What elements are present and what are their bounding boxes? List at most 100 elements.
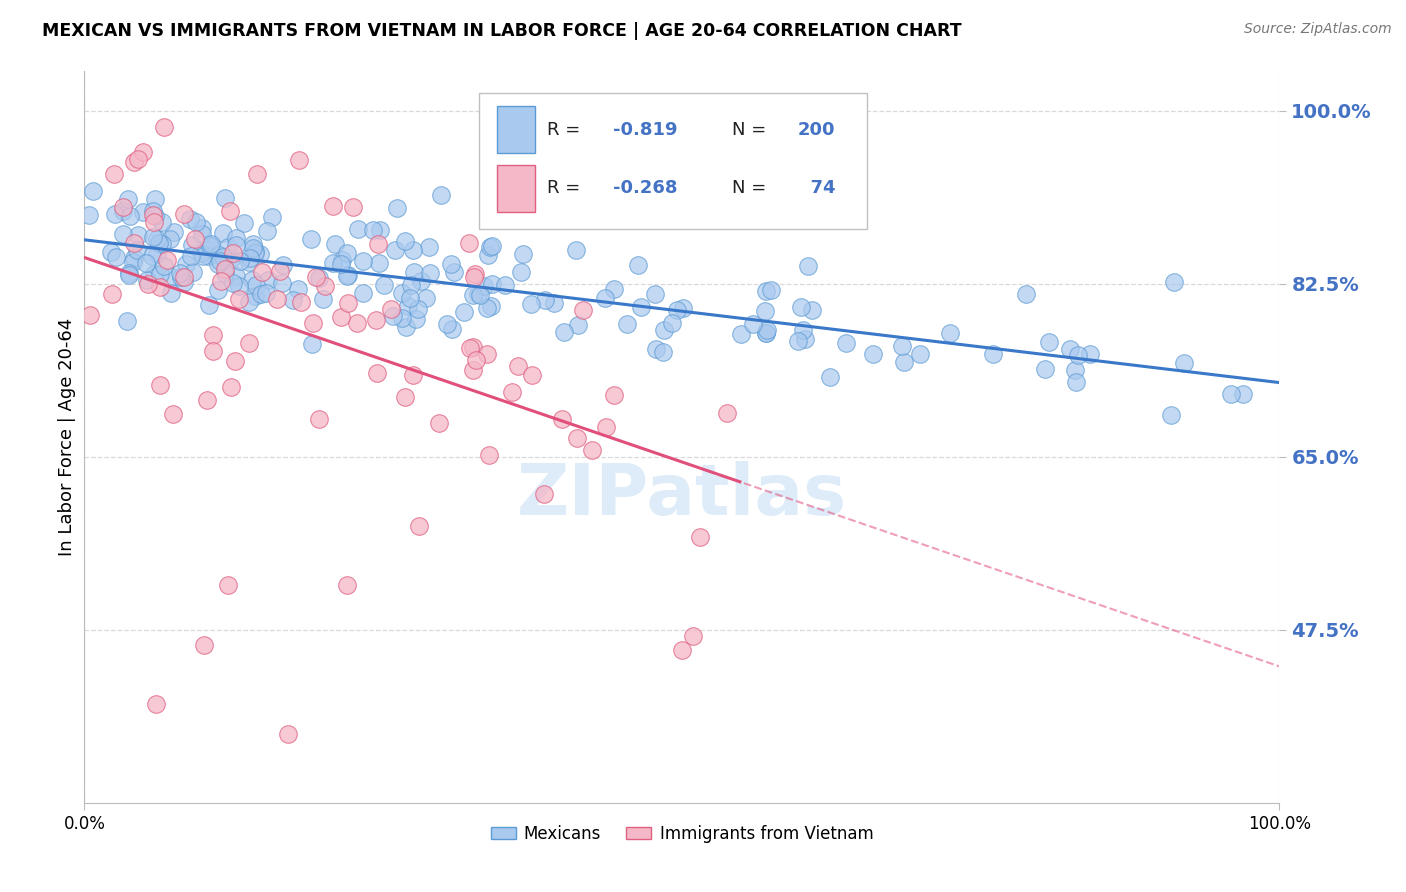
Point: [170, 269, 193, 284]
Point: [212, 226, 235, 240]
Point: [461, 363, 484, 377]
Point: [132, 145, 155, 160]
Point: [225, 230, 247, 244]
Point: [367, 256, 389, 270]
Point: [391, 310, 413, 325]
Point: [593, 291, 616, 305]
Point: [142, 230, 165, 244]
Point: [150, 236, 173, 251]
Point: [149, 267, 172, 281]
Point: [249, 246, 271, 260]
Point: [520, 297, 543, 311]
Point: [173, 207, 195, 221]
Point: [190, 246, 212, 260]
Point: [402, 368, 425, 382]
Point: [891, 339, 914, 353]
Point: [443, 265, 465, 279]
Point: [581, 443, 603, 458]
Point: [118, 268, 141, 282]
Point: [346, 316, 368, 330]
Text: MEXICAN VS IMMIGRANTS FROM VIETNAM IN LABOR FORCE | AGE 20-64 CORRELATION CHART: MEXICAN VS IMMIGRANTS FROM VIETNAM IN LA…: [42, 22, 962, 40]
Point: [142, 267, 165, 281]
Point: [225, 269, 247, 284]
Text: -0.268: -0.268: [613, 179, 678, 197]
Point: [408, 519, 430, 533]
Point: [479, 240, 502, 254]
Point: [464, 267, 486, 281]
Point: [221, 276, 243, 290]
Point: [477, 247, 499, 261]
Point: [461, 340, 484, 354]
Point: [224, 354, 246, 368]
Point: [246, 167, 269, 181]
Point: [322, 256, 344, 270]
Point: [103, 167, 125, 181]
Point: [336, 268, 359, 282]
Point: [330, 257, 353, 271]
Point: [1078, 347, 1101, 361]
Point: [672, 301, 695, 315]
Point: [290, 294, 312, 309]
Point: [250, 286, 273, 301]
Point: [219, 380, 242, 394]
Point: [981, 347, 1004, 361]
Point: [682, 629, 704, 643]
Point: [219, 204, 242, 219]
Point: [427, 416, 450, 430]
Point: [184, 214, 207, 228]
Point: [475, 301, 498, 316]
Point: [277, 726, 299, 740]
Legend: Mexicans, Immigrants from Vietnam: Mexicans, Immigrants from Vietnam: [484, 818, 880, 849]
Point: [467, 287, 489, 301]
Point: [652, 323, 675, 337]
Point: [160, 270, 183, 285]
Point: [242, 241, 264, 255]
Point: [239, 251, 262, 265]
Point: [1063, 363, 1085, 377]
Point: [595, 420, 617, 434]
Point: [1163, 275, 1185, 289]
Point: [790, 300, 813, 314]
Point: [509, 264, 531, 278]
Point: [336, 296, 359, 310]
Point: [336, 578, 359, 592]
Point: [238, 294, 260, 309]
Point: [910, 347, 932, 361]
Point: [367, 236, 389, 251]
Point: [212, 250, 235, 264]
Point: [207, 283, 229, 297]
Point: [603, 388, 626, 402]
Point: [366, 366, 388, 380]
Point: [209, 274, 232, 288]
Point: [77, 208, 100, 222]
Point: [287, 282, 309, 296]
Point: [148, 236, 170, 251]
Point: [200, 236, 222, 251]
Point: [730, 326, 752, 341]
Point: [208, 248, 231, 262]
Point: [135, 256, 157, 270]
Point: [240, 273, 263, 287]
Point: [125, 243, 148, 257]
Point: [395, 320, 418, 334]
Point: [169, 266, 191, 280]
Point: [181, 265, 204, 279]
Point: [1015, 287, 1038, 301]
Point: [214, 258, 236, 272]
Point: [652, 345, 675, 359]
Point: [136, 273, 159, 287]
Point: [79, 308, 101, 322]
Point: [818, 370, 841, 384]
Point: [567, 432, 589, 446]
Point: [314, 279, 336, 293]
Point: [122, 254, 145, 268]
Point: [366, 313, 388, 327]
Point: [741, 317, 763, 331]
Point: [136, 277, 159, 292]
Point: [472, 278, 495, 293]
Point: [131, 205, 153, 219]
Point: [430, 188, 453, 202]
Point: [201, 344, 224, 359]
Point: [373, 278, 395, 293]
Point: [336, 269, 359, 284]
